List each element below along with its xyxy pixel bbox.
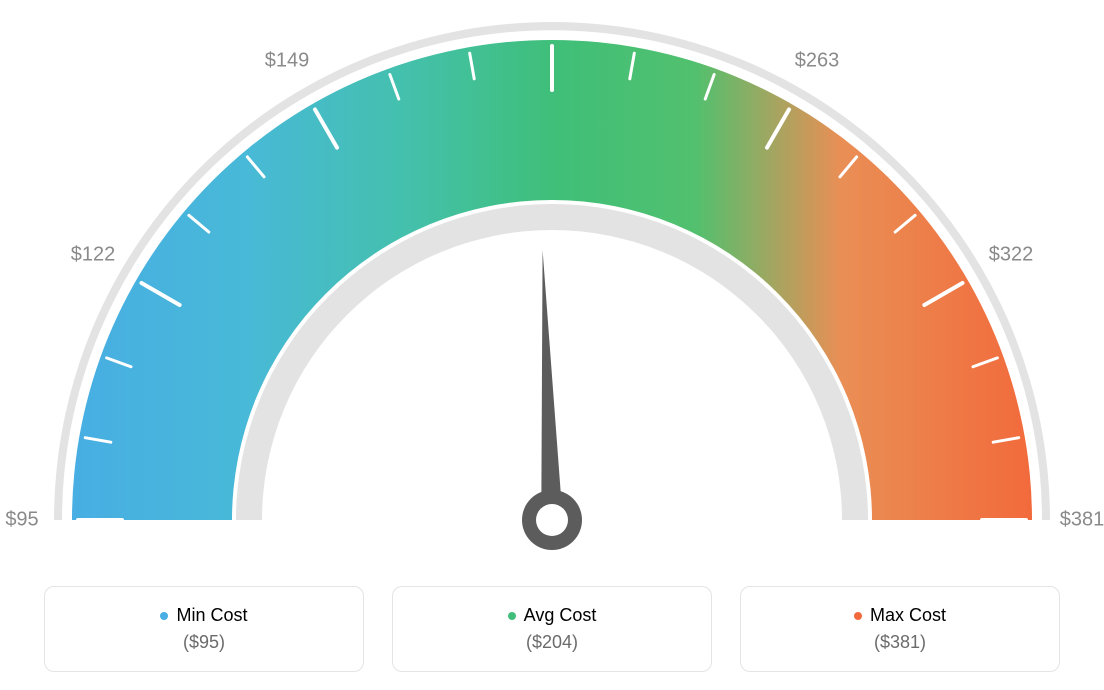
gauge-tick-label: $122 — [71, 244, 116, 267]
gauge-tick-label: $149 — [265, 50, 310, 73]
gauge-tick-label: $322 — [989, 244, 1034, 267]
gauge-tick-label: $204 — [530, 0, 575, 2]
legend-label-min: Min Cost — [176, 605, 247, 626]
gauge-tick-label: $263 — [795, 50, 840, 73]
legend-dot-max — [854, 612, 862, 620]
gauge-tick-label: $381 — [1060, 509, 1104, 532]
legend-dot-avg — [508, 612, 516, 620]
cost-gauge: $95 $122 $149 $204 $263 $322 $381 — [0, 0, 1104, 560]
legend-value-avg: ($204) — [526, 632, 578, 653]
legend-label-max: Max Cost — [870, 605, 946, 626]
gauge-tick-label: $95 — [5, 509, 38, 532]
legend-dot-min — [160, 612, 168, 620]
legend-card-max: Max Cost ($381) — [740, 586, 1060, 672]
legend-value-max: ($381) — [874, 632, 926, 653]
legend-card-min: Min Cost ($95) — [44, 586, 364, 672]
gauge-svg — [0, 0, 1104, 560]
legend-label-avg: Avg Cost — [524, 605, 597, 626]
legend-row: Min Cost ($95) Avg Cost ($204) Max Cost … — [0, 586, 1104, 672]
legend-card-avg: Avg Cost ($204) — [392, 586, 712, 672]
legend-value-min: ($95) — [183, 632, 225, 653]
